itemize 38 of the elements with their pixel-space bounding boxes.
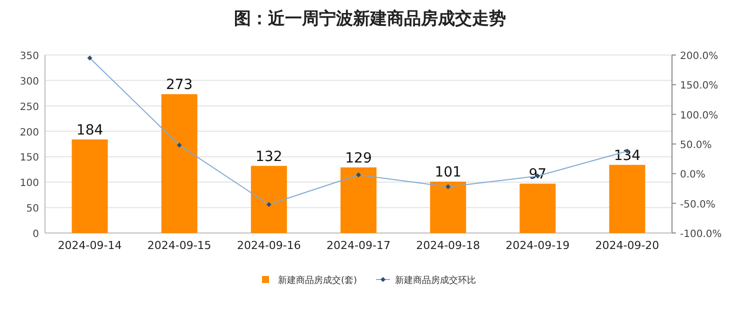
legend-label: 新建商品房成交环比	[395, 275, 476, 286]
y-tick-label: 300	[20, 76, 39, 88]
y-tick-label: 50	[26, 204, 39, 215]
y2-tick-label: 200.0%	[680, 51, 718, 62]
y-tick-label: 100	[20, 178, 39, 190]
y2-tick-label: 150.0%	[680, 80, 718, 92]
y2-tick-label: -50.0%	[680, 199, 716, 210]
data-label: 97	[528, 166, 547, 183]
data-label: 101	[434, 164, 462, 181]
x-tick-label: 2024-09-18	[416, 239, 480, 252]
bar	[72, 139, 108, 233]
data-label: 184	[76, 122, 104, 138]
y2-tick-label: 100.0%	[680, 110, 718, 122]
data-label: 132	[256, 148, 282, 165]
y-tick-label: 0	[32, 229, 39, 240]
data-label: 129	[345, 150, 372, 166]
y-tick-label: 350	[20, 51, 39, 62]
x-tick-label: 2024-09-20	[595, 239, 660, 252]
bar	[250, 166, 287, 233]
bar	[430, 182, 466, 233]
x-tick-label: 2024-09-19	[506, 239, 570, 252]
legend-label: 新建商品房成交(套)	[278, 275, 358, 286]
bar	[161, 94, 198, 233]
bar	[609, 164, 646, 233]
bar	[520, 184, 556, 233]
bar	[340, 167, 376, 233]
y2-tick-label: 0.0%	[680, 170, 706, 181]
y2-tick-label: 50.0%	[680, 140, 712, 151]
y-tick-label: 200	[20, 127, 39, 138]
x-tick-label: 2024-09-17	[326, 239, 390, 252]
y-tick-label: 150	[20, 152, 39, 164]
x-tick-label: 2024-09-16	[236, 239, 301, 252]
x-tick-label: 2024-09-15	[147, 239, 212, 252]
y-tick-label: 250	[20, 102, 39, 113]
x-tick-label: 2024-09-14	[58, 239, 122, 252]
data-label: 273	[166, 77, 193, 94]
chart-title: 图：近一周宁波新建商品房成交走势	[234, 9, 506, 29]
y2-tick-label: -100.0%	[680, 229, 722, 240]
